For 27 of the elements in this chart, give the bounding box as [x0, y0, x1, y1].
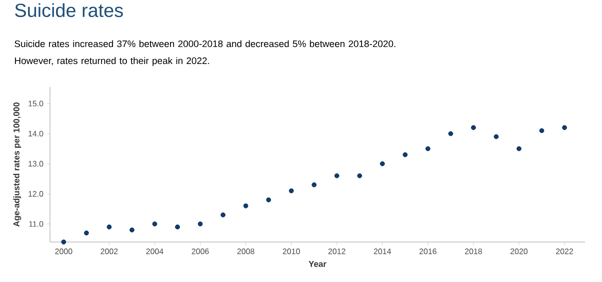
point: [152, 222, 158, 226]
point: [288, 188, 294, 194]
point: [106, 224, 112, 230]
point: [380, 161, 385, 166]
chart-subtitle: Suicide rates increased 37% between 2000-2018 and decreased 5% between 2018-2020. However, rates returned to their peak in 2022.: [14, 40, 396, 66]
point: [84, 230, 89, 236]
y-axis-title: Age-adjusted rates per 100,000: [13, 102, 22, 227]
point: [266, 197, 271, 202]
point: [494, 134, 499, 140]
point: [448, 131, 454, 136]
point: [562, 125, 567, 130]
point: [516, 146, 522, 152]
point: [130, 228, 134, 232]
x-axis-title: Year: [308, 261, 326, 267]
point: [175, 224, 180, 230]
point: [539, 128, 544, 134]
point: [357, 173, 362, 178]
point: [198, 222, 203, 226]
point: [61, 240, 66, 244]
point: [471, 125, 476, 130]
point: [402, 152, 408, 158]
point: [312, 182, 316, 188]
point: [243, 203, 248, 208]
point: [220, 212, 226, 218]
point: [334, 173, 340, 178]
point: [426, 146, 430, 152]
chart-title: Suicide rates: [15, 3, 123, 18]
